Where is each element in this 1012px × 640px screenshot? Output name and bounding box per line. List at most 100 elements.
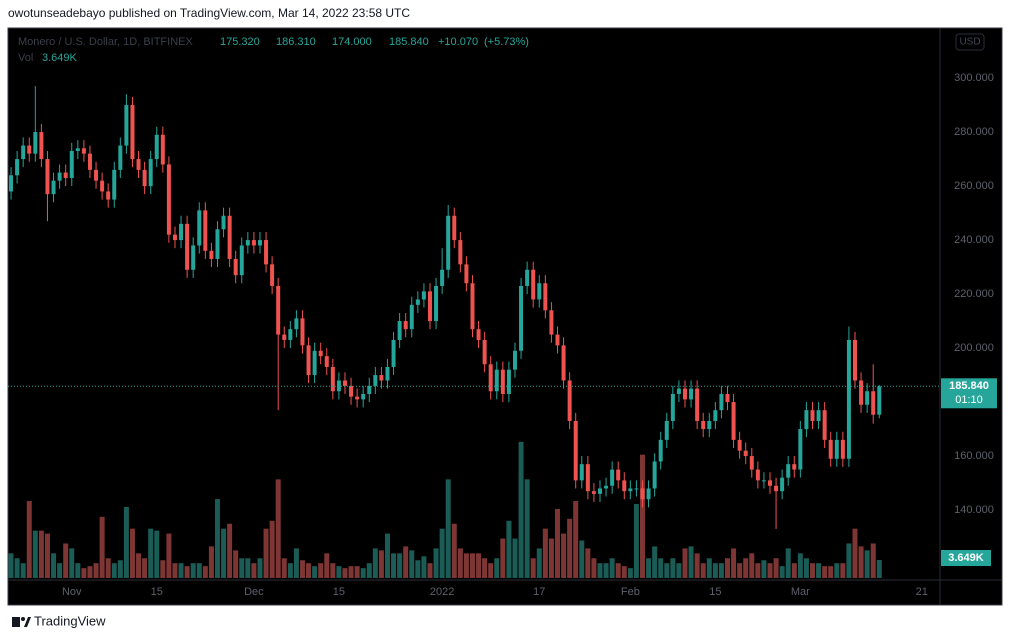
candle-body bbox=[209, 250, 214, 259]
currency-box[interactable] bbox=[955, 33, 985, 51]
volume-bar bbox=[81, 568, 87, 578]
candle-body bbox=[561, 345, 566, 381]
candle-body bbox=[409, 304, 414, 330]
candle-body bbox=[306, 345, 311, 376]
candle-body bbox=[373, 375, 378, 386]
volume-bar bbox=[803, 558, 809, 578]
candle-body bbox=[179, 223, 184, 241]
volume-bar bbox=[348, 566, 354, 578]
candle-body bbox=[415, 299, 420, 305]
volume-bar bbox=[737, 563, 743, 578]
volume-bar bbox=[93, 563, 99, 578]
volume-bar bbox=[700, 563, 706, 578]
candle-body bbox=[840, 439, 845, 459]
candle-body bbox=[154, 134, 159, 160]
candle-body bbox=[324, 356, 329, 367]
publisher-line: owotunseadebayo published on TradingView… bbox=[8, 6, 410, 20]
candle-body bbox=[555, 334, 560, 346]
candle-body bbox=[397, 321, 402, 340]
candle-body bbox=[713, 410, 718, 421]
volume-bar bbox=[342, 568, 348, 578]
candle-body bbox=[743, 450, 748, 457]
candle-body bbox=[792, 464, 797, 470]
candle-body bbox=[622, 480, 627, 492]
volume-bar bbox=[251, 563, 257, 578]
volume-bar bbox=[791, 563, 797, 578]
volume-bar bbox=[330, 563, 336, 578]
volume-bar bbox=[633, 504, 639, 578]
volume-bar bbox=[239, 558, 245, 578]
volume-bar bbox=[469, 553, 475, 578]
volume-bar bbox=[743, 558, 749, 578]
candle-body bbox=[75, 148, 80, 151]
candle-body bbox=[233, 258, 238, 276]
volume-bar bbox=[14, 558, 20, 578]
volume-bar bbox=[166, 533, 172, 578]
volume-bar bbox=[20, 563, 26, 578]
volume-bar bbox=[852, 528, 858, 578]
volume-bar bbox=[731, 548, 737, 578]
volume-bar bbox=[749, 553, 755, 578]
volume-bar bbox=[809, 563, 815, 578]
candle-body bbox=[118, 145, 123, 170]
candle-body bbox=[434, 285, 439, 322]
y-tick-label: 260.000 bbox=[954, 180, 994, 192]
chart-pane bbox=[7, 27, 1003, 606]
y-tick-label: 300.000 bbox=[954, 72, 994, 84]
volume-bar bbox=[767, 563, 773, 578]
volume-bar bbox=[439, 528, 445, 578]
candle-body bbox=[494, 369, 499, 392]
candle-body bbox=[136, 159, 141, 170]
volume-bar bbox=[530, 558, 536, 578]
volume-bar bbox=[761, 560, 767, 578]
volume-bar bbox=[63, 543, 69, 578]
candle-body bbox=[701, 420, 706, 430]
candle-body bbox=[604, 485, 609, 489]
volume-bar bbox=[403, 546, 409, 578]
volume-bar bbox=[160, 560, 166, 578]
candle-body bbox=[361, 393, 366, 400]
x-tick-label: 15 bbox=[709, 586, 721, 598]
volume-bar bbox=[639, 454, 645, 578]
volume-bar bbox=[864, 550, 870, 578]
y-tick-label: 140.000 bbox=[954, 504, 994, 516]
candle-body bbox=[816, 410, 821, 421]
volume-bar bbox=[445, 479, 451, 578]
volume-bar bbox=[202, 566, 208, 578]
volume-bar bbox=[627, 568, 633, 578]
volume-bar bbox=[257, 558, 263, 578]
volume-bar bbox=[840, 563, 846, 578]
candle-body bbox=[852, 339, 857, 381]
volume-bar bbox=[287, 563, 293, 578]
volume-bar bbox=[846, 543, 852, 578]
candle-body bbox=[591, 491, 596, 494]
candle-body bbox=[45, 159, 50, 195]
candle-body bbox=[458, 240, 463, 265]
y-tick-label: 240.000 bbox=[954, 234, 994, 246]
candle-body bbox=[427, 291, 432, 322]
candle-body bbox=[786, 464, 791, 478]
volume-bar bbox=[554, 508, 560, 578]
volume-bar bbox=[797, 553, 803, 578]
volume-bar bbox=[724, 558, 730, 578]
volume-bar bbox=[299, 560, 305, 578]
candle-body bbox=[257, 240, 262, 246]
candle-body bbox=[57, 172, 62, 181]
candle-body bbox=[616, 469, 621, 481]
candle-body bbox=[537, 283, 542, 300]
countdown: 01:10 bbox=[955, 394, 983, 406]
candle-body bbox=[634, 488, 639, 490]
candle-body bbox=[197, 210, 202, 246]
candle-body bbox=[664, 420, 669, 440]
candle-body bbox=[106, 191, 111, 200]
candle-body bbox=[737, 439, 742, 451]
x-tick-label: 21 bbox=[916, 586, 928, 598]
candle-body bbox=[221, 215, 226, 230]
volume-bar bbox=[512, 538, 518, 578]
volume-bar bbox=[26, 501, 32, 578]
candle-body bbox=[579, 464, 584, 481]
candle-body bbox=[69, 150, 74, 178]
volume-bar bbox=[391, 553, 397, 578]
y-tick-label: 220.000 bbox=[954, 288, 994, 300]
candle-body bbox=[531, 269, 536, 300]
